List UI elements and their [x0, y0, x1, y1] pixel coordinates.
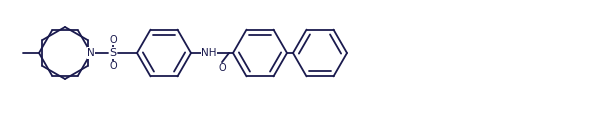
Text: O: O — [109, 61, 117, 71]
Text: N: N — [87, 48, 95, 58]
Text: O: O — [109, 35, 117, 45]
Text: NH: NH — [202, 48, 217, 58]
Text: O: O — [218, 63, 226, 73]
Text: S: S — [109, 48, 116, 58]
